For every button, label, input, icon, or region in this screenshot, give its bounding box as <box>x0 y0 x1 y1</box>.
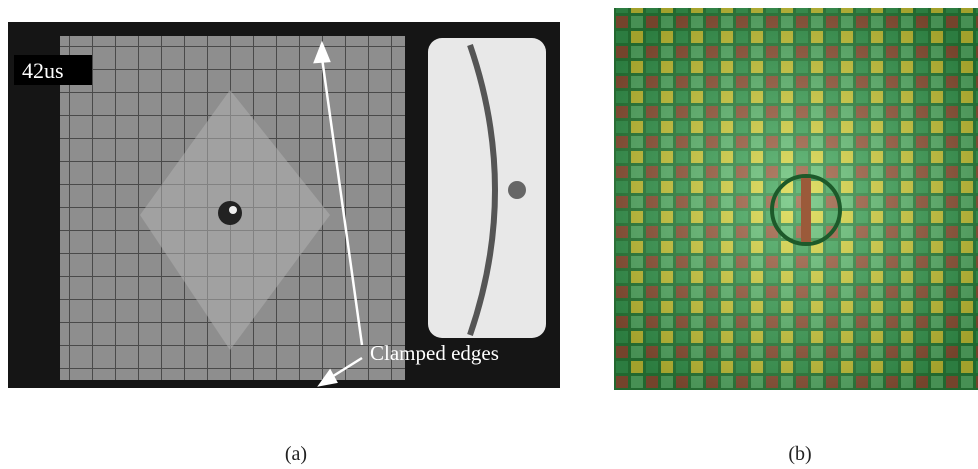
panel-label: (a) <box>285 443 307 465</box>
panel-label: (b) <box>788 443 811 465</box>
projectile-highlight <box>229 206 237 214</box>
panel-b <box>614 8 978 390</box>
figure: 42us Clamped edges (a) (b) <box>0 0 978 469</box>
timestamp: 42us <box>22 58 64 83</box>
simulation-shading <box>614 8 978 390</box>
annotation: Clamped edges <box>370 341 499 365</box>
side-view-window <box>428 38 546 338</box>
panel-a: 42us Clamped edges <box>8 22 560 388</box>
impact-core <box>801 178 811 242</box>
side-view-projectile <box>508 181 526 199</box>
projectile <box>218 201 242 225</box>
